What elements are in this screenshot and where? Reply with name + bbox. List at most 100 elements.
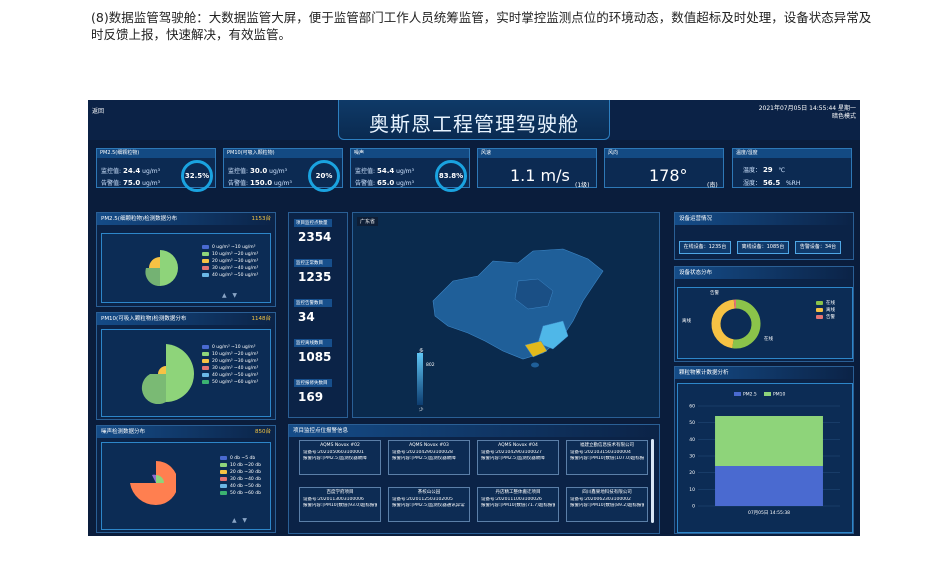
y-tick-label: 40 — [689, 437, 695, 443]
pm10-dist-inner: 0 ug/m³ ~10 ug/m³ 10 ug/m³ ~20 ug/m³ 20 … — [101, 329, 271, 417]
temp-card: 温度/湿度 温度： 29 ℃ 湿度： 56.5 %RH — [732, 148, 852, 188]
pm25-legend-pager[interactable]: ▲ ▼ — [222, 292, 237, 299]
donut-slice-在线 — [732, 299, 761, 349]
donut-slice-离线 — [711, 299, 735, 349]
pm10-percent-ring: 20% — [308, 160, 340, 192]
bar-panel: 颗粒物累计数据分析 0 10 20 30 40 50 60 PM2.5 PM10 07月05日 1… — [674, 366, 854, 534]
mode-toggle[interactable]: 暗色模式 — [831, 113, 856, 120]
wind-dir-title: 风向 — [605, 149, 723, 158]
y-tick-label: 50 — [689, 420, 695, 426]
wind-speed-value: 1.1 m/s — [510, 166, 570, 185]
top-bar: 返回 奥斯恩工程管理驾驶舱 2021年07月05日 14:55:44 星期一 暗… — [88, 100, 860, 140]
particulate-bar-chart: 0 10 20 30 40 50 60 PM2.5 PM10 07月05日 14:55:38 — [689, 392, 840, 516]
noise-dist-panel: 噪声检测数据分布 850台 0 db ~5 db 10 db ~20 db 20 … — [96, 425, 276, 533]
pm10-rose-chart — [141, 344, 194, 404]
device-dist-inner: 告警 离线 在线 在线 离线 告警 — [677, 287, 853, 359]
y-tick-label: 30 — [689, 454, 695, 460]
map-panel: 广东省 多 802 少 — [352, 212, 660, 418]
temp-card-title: 温度/湿度 — [733, 149, 851, 158]
alarms-scrollbar[interactable] — [651, 439, 654, 523]
device-dist-header: 设备状态分布 — [675, 267, 853, 279]
dashboard-screenshot: 返回 奥斯恩工程管理驾驶舱 2021年07月05日 14:55:44 星期一 暗… — [88, 100, 860, 536]
online-devices-button[interactable]: 在线设备：1235台 — [679, 241, 731, 254]
legend-label: PM10 — [773, 392, 785, 398]
noise-card-title: 噪声 — [351, 149, 469, 158]
alarm-card[interactable]: AQMS Novox #02 设备号:2021050603100001 报警内容:[… — [299, 440, 381, 475]
y-tick-label: 60 — [689, 404, 695, 410]
alarm-card[interactable]: 福建立勤信息技术有限公司 设备号:2021031503100004 报警内容:[PM… — [566, 440, 648, 475]
stat-offline: 监控离线数目 1085 — [294, 339, 332, 364]
datetime-text: 2021年07月05日 14:55:44 星期一 — [758, 105, 856, 112]
map-region-tag[interactable]: 广东省 — [357, 217, 379, 226]
pm25-card-title: PM2.5(细颗粒物) — [97, 149, 215, 158]
noise-percent-ring: 83.8% — [435, 160, 467, 192]
noise-legend-pager[interactable]: ▲ ▼ — [232, 517, 247, 524]
intro-paragraph: (8)数据监管驾驶舱：大数据监管大屏，便于监管部门工作人员统筹监管，实时掌控监测… — [91, 10, 872, 42]
bar-panel-header: 颗粒物累计数据分析 — [675, 367, 853, 379]
stat-alarm: 监控告警数目 34 — [294, 299, 346, 324]
alarm-card[interactable]: 丹店精工整体搬迁项目 设备号:2020111003100026 报警内容:[PM10… — [477, 487, 559, 522]
pm25-rose-chart — [145, 250, 178, 287]
title-frame: 奥斯恩工程管理驾驶舱 — [338, 100, 610, 140]
stat-repair: 监控报修失数目 169 — [294, 379, 346, 404]
stats-panel: 项目监控点数量 2354 监控正常数目 1235 监控告警数目 34 监控离线数目 10… — [288, 212, 348, 418]
noise-rose-chart — [130, 461, 176, 506]
page-title: 奥斯恩工程管理驾驶舱 — [369, 112, 579, 136]
temperature-row: 温度： 29 ℃ — [743, 166, 786, 174]
stat-normal: 监控正常数目 1235 — [294, 259, 332, 284]
noise-dist-header: 噪声检测数据分布 850台 — [97, 426, 275, 438]
device-dist-legend: 在线 离线 告警 — [816, 300, 835, 321]
china-map[interactable] — [423, 241, 623, 371]
pm25-card: PM2.5(细颗粒物) 监控值: 24.4 ug/m³ 告警值: 75.0 ug… — [96, 148, 216, 192]
pm10-dist-panel: PM10(可吸入颗粒物)检测数据分布 1148台 0 ug/m³ ~10 ug/m… — [96, 312, 276, 420]
pm10-dist-header: PM10(可吸入颗粒物)检测数据分布 1148台 — [97, 313, 275, 325]
donut-label-alarm: 告警 — [710, 291, 719, 296]
wind-dir-card: 风向 178° (南) — [604, 148, 724, 189]
pm10-legend: 0 ug/m³ ~10 ug/m³ 10 ug/m³ ~20 ug/m³ 20 … — [202, 344, 258, 386]
bar-PM10[interactable] — [715, 416, 823, 466]
wind-dir-value: 178° — [649, 166, 688, 185]
pm25-alarm: 告警值: 75.0 ug/m³ — [101, 179, 161, 187]
alarm-card[interactable]: 茶校山公园 设备号:2020112503102005 报警内容:[PM2.5]监测仪… — [388, 487, 470, 522]
bar-panel-inner: 0 10 20 30 40 50 60 PM2.5 PM10 07月05日 14:55:38 — [677, 383, 853, 533]
donut-label-offline: 离线 — [682, 319, 691, 324]
map-scale-value: 802 — [426, 363, 435, 368]
y-tick-label: 10 — [689, 487, 695, 493]
map-scale-bar — [417, 353, 423, 405]
device-status-panel: 设备运营情况 在线设备：1235台 离线设备：1085台 告警设备：34台 — [674, 212, 854, 260]
offline-devices-button[interactable]: 离线设备：1085台 — [737, 241, 789, 254]
stat-total: 项目监控点数量 2354 — [294, 219, 332, 244]
alarm-devices-button[interactable]: 告警设备：34台 — [795, 241, 841, 254]
bar-PM2.5[interactable] — [715, 466, 823, 506]
wind-speed-level: (1级) — [575, 182, 590, 189]
wind-dir-direction: (南) — [707, 182, 718, 189]
pm10-card-title: PM10(可吸入颗粒物) — [224, 149, 342, 158]
noise-dist-inner: 0 db ~5 db 10 db ~20 db 20 db ~30 db 30 … — [101, 442, 271, 530]
device-dist-panel: 设备状态分布 告警 离线 在线 在线 离线 告警 — [674, 266, 854, 362]
legend-swatch — [764, 392, 771, 396]
pm25-dist-panel: PM2.5(细颗粒物)检测数据分布 1153台 0 ug/m³ ~10 ug/m³… — [96, 212, 276, 307]
alarm-card[interactable]: AQMS Novox #03 设备号:2021042903100028 报警内容:[… — [388, 440, 470, 475]
legend-swatch — [734, 392, 741, 396]
datetime-block: 2021年07月05日 14:55:44 星期一 暗色模式 — [746, 105, 856, 121]
wind-speed-title: 风速 — [478, 149, 596, 158]
map-scale-min: 少 — [419, 408, 424, 413]
pm25-dist-header: PM2.5(细颗粒物)检测数据分布 1153台 — [97, 213, 275, 225]
alarm-card[interactable]: AQMS Novox #04 设备号:2021042903100027 报警内容:[… — [477, 440, 559, 475]
donut-label-online: 在线 — [764, 337, 773, 342]
alarm-card[interactable]: 百度学府项目 设备号:2020113003100006 报警内容:[PM10]数值(… — [299, 487, 381, 522]
x-tick-label: 07月05日 14:55:38 — [748, 510, 790, 516]
back-link[interactable]: 返回 — [92, 108, 105, 115]
y-tick-label: 0 — [692, 504, 695, 510]
pm10-monitor: 监控值: 30.0 ug/m³ — [228, 167, 288, 175]
wind-speed-card: 风速 1.1 m/s (1级) — [477, 148, 597, 189]
pm25-dist-inner: 0 ug/m³ ~10 ug/m³ 10 ug/m³ ~20 ug/m³ 20 … — [101, 233, 271, 303]
device-donut-chart — [711, 299, 761, 349]
map-scale-max: 多 — [419, 349, 424, 354]
noise-monitor: 监控值: 54.4 ug/m³ — [355, 167, 415, 175]
pm10-card: PM10(可吸入颗粒物) 监控值: 30.0 ug/m³ 告警值: 150.0 … — [223, 148, 343, 192]
alarms-panel: 项目监控点位报警信息 AQMS Novox #02 设备号:20210506031… — [288, 424, 660, 534]
pm25-legend: 0 ug/m³ ~10 ug/m³ 10 ug/m³ ~20 ug/m³ 20 … — [202, 244, 258, 279]
alarm-card[interactable]: 四川鑫果地科技有限公司 设备号:2020062303100002 报警内容:[PM1… — [566, 487, 648, 522]
pm25-percent-ring: 32.5% — [181, 160, 213, 192]
